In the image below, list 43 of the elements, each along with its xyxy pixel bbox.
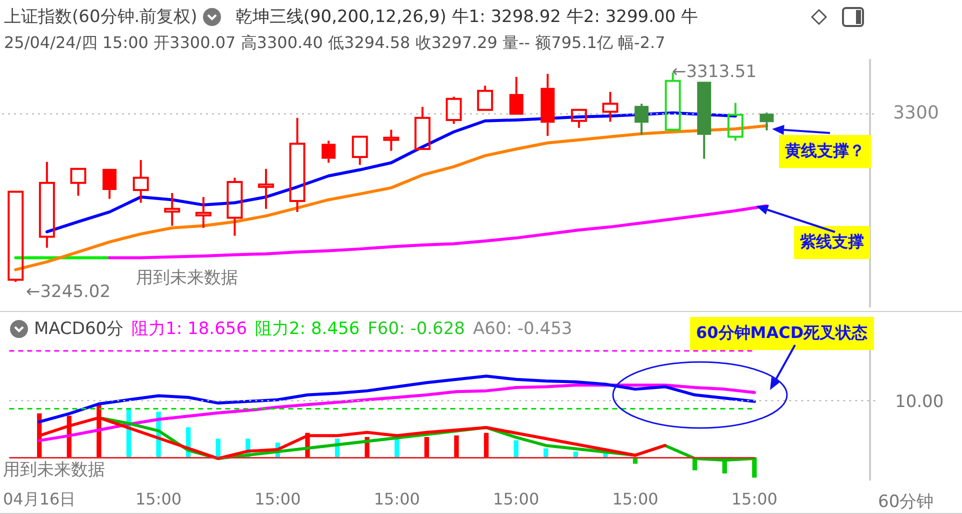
bar — [454, 435, 459, 458]
bar — [424, 436, 430, 458]
candlestick — [226, 176, 243, 237]
x-tick-label: 15:00 — [254, 490, 301, 509]
text: 阻力1: 18.656 — [132, 318, 248, 340]
text: 60分钟 — [878, 491, 934, 513]
chart-title: MACD60分 — [34, 318, 124, 340]
x-tick-label: 15:00 — [135, 490, 182, 509]
annotation: ←3313.51 — [672, 62, 757, 82]
text: 乾坤三线(90,200,12,26,9) 牛1: 3298.92 牛2: 3299.00 牛 — [235, 6, 698, 28]
annotation: 用到未来数据 — [136, 267, 238, 289]
text: 紫线支撑 — [794, 226, 870, 259]
x-tick-label: 15:00 — [374, 490, 420, 509]
candlestick — [132, 159, 149, 204]
ref-line-label: 3300 — [893, 102, 939, 124]
candlestick — [258, 168, 274, 210]
bar — [216, 438, 220, 458]
chart-title: 上证指数(60分钟.前复权) — [4, 6, 198, 28]
candlestick — [289, 116, 306, 213]
candlestick — [602, 90, 618, 123]
bar — [752, 457, 757, 478]
annotation: 用到未来数据 — [3, 459, 105, 481]
x-tick-label: 15:00 — [493, 490, 540, 509]
chart-subtitle: 25/04/24/四 15:00 开3300.07 高3300.40 低3294.58 收3297.29 量-- 额795.1亿 幅-2.7 — [4, 33, 666, 54]
candlestick — [70, 168, 86, 197]
candlestick — [164, 192, 180, 227]
text: 黄线支撑？ — [779, 135, 871, 168]
bar — [514, 440, 518, 458]
text: 10.00 — [895, 392, 944, 412]
text: 60分钟MACD死叉状态 — [690, 317, 874, 350]
x-tick-label: 15:00 — [612, 490, 658, 509]
text: A60: -0.453 — [473, 318, 572, 338]
text: F60: -0.628 — [368, 318, 465, 338]
text: ←3245.02 — [26, 282, 111, 302]
candlestick — [414, 106, 430, 150]
bar — [484, 432, 489, 458]
x-tick-label: 15:00 — [731, 490, 778, 509]
candlestick — [383, 128, 400, 152]
candlestick — [38, 160, 55, 249]
candlestick — [195, 196, 212, 229]
x-tick-label: 04月16日 — [3, 490, 76, 509]
candlestick — [727, 102, 744, 142]
text: 阻力2: 8.456 — [255, 318, 360, 340]
